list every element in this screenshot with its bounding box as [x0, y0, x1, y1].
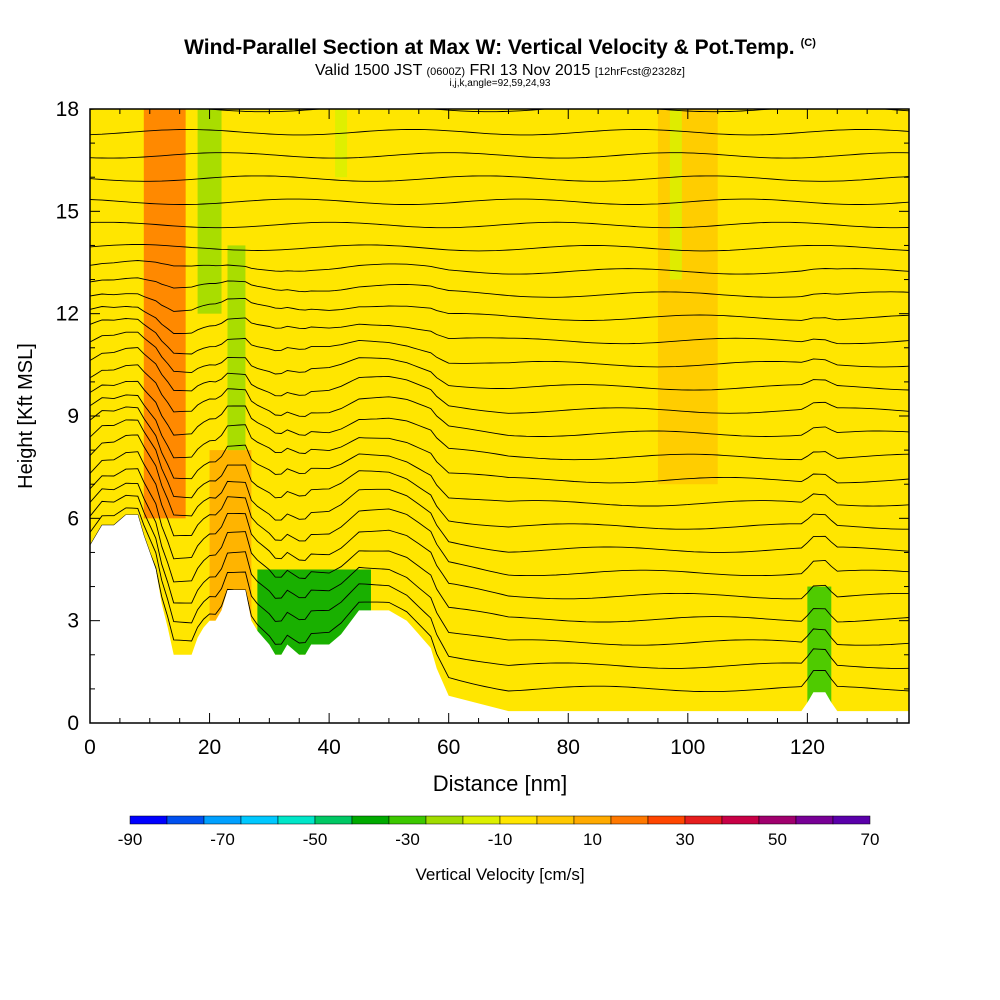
colorbar-swatch — [203, 815, 242, 825]
isentrope-54 — [90, 198, 909, 205]
colorbar-swatch — [795, 815, 834, 825]
colorbar-swatch — [129, 815, 168, 825]
x-axis-label: Distance [nm] — [433, 771, 568, 796]
x-tick-label: 60 — [437, 736, 460, 759]
x-tick-label: 120 — [790, 736, 825, 759]
downdraft-zone-4 — [669, 109, 682, 280]
isentrope-36 — [90, 347, 909, 414]
isentrope-52 — [90, 221, 909, 229]
colorbar-tick-label: -30 — [395, 830, 420, 849]
y-tick-label: 0 — [67, 712, 79, 735]
downdraft-zone-5 — [335, 109, 348, 178]
downdraft-zone-1 — [227, 245, 246, 451]
downdraft-zone-0 — [197, 109, 222, 314]
isentrope-58 — [90, 152, 909, 159]
colorbar-swatch — [425, 815, 464, 825]
x-tick-label: 80 — [557, 736, 580, 759]
y-tick-label: 18 — [56, 98, 79, 121]
y-axis: 0 3 6 9 12 15 18 — [56, 98, 909, 735]
updraft-zone-0 — [143, 109, 186, 519]
colorbar-swatch — [647, 815, 686, 825]
colorbar-tick-label: -70 — [210, 830, 235, 849]
chart-subtitle: Valid 1500 JST (0600Z) FRI 13 Nov 2015 [… — [315, 62, 685, 79]
isentrope-44 — [90, 293, 909, 321]
colorbar-tick-label: -90 — [118, 830, 143, 849]
chart-indices: i,j,k,angle=92,59,24,93 — [449, 78, 551, 89]
x-tick-label: 0 — [84, 736, 96, 759]
y-tick-label: 9 — [67, 405, 79, 428]
isentrope-22 — [90, 451, 909, 577]
isentrope-38 — [90, 331, 909, 391]
isentrope-62 — [90, 109, 909, 113]
isentrope-50 — [90, 243, 909, 252]
isentrope-18 — [90, 482, 909, 623]
x-tick-label: 40 — [317, 736, 340, 759]
colorbar-swatch — [758, 815, 797, 825]
colorbar-tick-label: 10 — [583, 830, 602, 849]
isentrope-20 — [90, 468, 909, 600]
isentrope-28 — [90, 406, 909, 507]
colorbar-swatch — [499, 815, 538, 825]
colorbar-swatch — [832, 815, 871, 825]
colorbar-swatch — [314, 815, 353, 825]
isentrope-42 — [90, 305, 909, 345]
isentrope-40 — [90, 318, 909, 368]
colorbar-swatch — [351, 815, 390, 825]
isentrope-24 — [90, 434, 909, 553]
updraft-zone-2 — [657, 109, 718, 485]
colorbar-swatch — [573, 815, 612, 825]
colorbar-label: Vertical Velocity [cm/s] — [415, 865, 584, 884]
x-tick-label: 20 — [198, 736, 221, 759]
y-tick-label: 15 — [56, 200, 79, 223]
isentrope-30 — [90, 394, 909, 484]
colorbar: -90 -70 -50 -30 -10 10 30 50 70 — [118, 815, 880, 849]
x-tick-label: 100 — [670, 736, 705, 759]
colorbar-tick-label: -50 — [303, 830, 328, 849]
isentrope-32 — [90, 380, 909, 461]
isentrope-60 — [90, 129, 909, 136]
isentrope-48 — [90, 260, 909, 275]
terrain-mask — [90, 514, 909, 723]
y-tick-label: 6 — [67, 507, 79, 530]
colorbar-swatch — [166, 815, 205, 825]
colorbar-swatch — [462, 815, 501, 825]
colorbar-tick-label: 70 — [861, 830, 880, 849]
colorbar-swatch — [721, 815, 760, 825]
colorbar-tick-label: 30 — [676, 830, 695, 849]
isentrope-14 — [90, 507, 909, 669]
isentrope-56 — [90, 175, 909, 182]
colorbar-tick-label: -10 — [488, 830, 513, 849]
colorbar-swatch — [277, 815, 316, 825]
isentrope-34 — [90, 364, 909, 437]
y-tick-label: 12 — [56, 303, 79, 326]
isentrope-16 — [90, 494, 909, 646]
colorbar-swatch — [610, 815, 649, 825]
colorbar-swatch — [684, 815, 723, 825]
terrain — [90, 514, 909, 723]
y-axis-label: Height [Kft MSL] — [15, 343, 37, 489]
y-tick-label: 3 — [67, 610, 79, 633]
colorbar-swatch — [388, 815, 427, 825]
colorbar-swatch — [536, 815, 575, 825]
colorbar-tick-label: 50 — [768, 830, 787, 849]
colorbar-swatch — [240, 815, 279, 825]
isentrope-46 — [90, 277, 909, 298]
isentrope-lines — [90, 109, 909, 693]
downdraft-zone-3 — [807, 586, 832, 706]
isentrope-12 — [90, 514, 909, 693]
x-axis: 0 20 40 60 80 100 120 — [84, 109, 898, 759]
isentrope-26 — [90, 419, 909, 530]
chart-title: Wind-Parallel Section at Max W: Vertical… — [184, 36, 816, 59]
